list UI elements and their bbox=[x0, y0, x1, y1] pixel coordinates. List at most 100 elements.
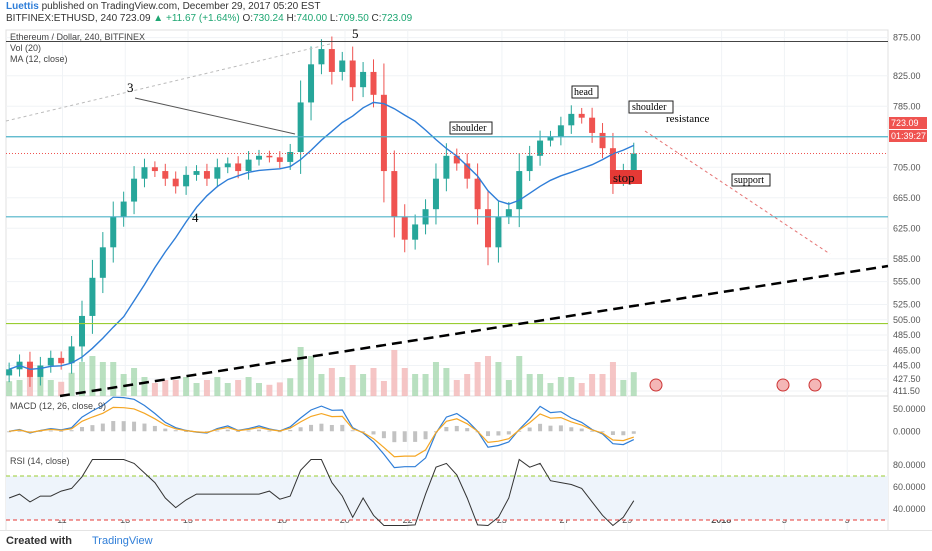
candle-body bbox=[68, 346, 75, 364]
macd-histogram-bar bbox=[319, 423, 324, 432]
main-pane[interactable] bbox=[5, 29, 889, 401]
candle-body bbox=[297, 102, 304, 152]
macd-histogram-bar bbox=[132, 421, 137, 432]
macd-pane[interactable] bbox=[5, 395, 889, 452]
volume-bar bbox=[318, 374, 325, 396]
candle-body bbox=[224, 163, 231, 168]
candle-body bbox=[537, 140, 544, 156]
price-axis[interactable]: 875.00825.00785.00745.00705.00665.00625.… bbox=[893, 33, 921, 396]
volume-bar bbox=[79, 362, 86, 396]
candle-body bbox=[99, 247, 106, 278]
candle-body bbox=[318, 49, 325, 65]
macd-histogram-bar bbox=[298, 427, 303, 432]
volume-bar bbox=[422, 374, 429, 396]
macd-line bbox=[8, 396, 635, 469]
price-tick-label: 411.50 bbox=[893, 386, 920, 396]
volume-bar bbox=[16, 380, 23, 396]
right-shoulder-label: shoulder bbox=[632, 102, 667, 113]
volume-bar bbox=[203, 380, 210, 396]
left-shoulder-label: shoulder bbox=[452, 123, 487, 134]
volume-bar bbox=[255, 383, 262, 396]
left-shoulder-box bbox=[449, 121, 493, 135]
chart-header: Luettis published on TradingView.com, De… bbox=[0, 0, 932, 26]
rsi-tick-label: 60.0000 bbox=[893, 482, 926, 492]
volume-bars bbox=[6, 347, 637, 396]
volume-bar bbox=[557, 377, 564, 396]
macd-histogram-bar bbox=[340, 424, 345, 432]
volume-bar bbox=[214, 377, 221, 396]
price-tick-label: 505.00 bbox=[893, 315, 921, 325]
volume-bar bbox=[287, 378, 294, 396]
volume-bar bbox=[578, 383, 585, 396]
chart-canvas[interactable]: 875.00825.00785.00745.00705.00665.00625.… bbox=[0, 26, 932, 530]
candle-body bbox=[151, 167, 158, 172]
channel-line bbox=[5, 43, 331, 122]
volume-bar bbox=[245, 377, 252, 396]
author-name[interactable]: Luettis bbox=[6, 1, 39, 12]
candle-body bbox=[162, 171, 169, 179]
resistance-label: resistance bbox=[666, 113, 709, 125]
candle-body bbox=[266, 155, 273, 158]
price-tick-label: 825.00 bbox=[893, 71, 921, 81]
volume-bar bbox=[47, 380, 54, 396]
macd-histogram-bar bbox=[413, 431, 418, 442]
close-label: C: bbox=[371, 13, 382, 24]
macd-histogram-bar bbox=[392, 431, 397, 443]
signal-line bbox=[9, 406, 634, 458]
volume-bar bbox=[58, 381, 65, 396]
price-tick-label: 785.00 bbox=[893, 101, 921, 111]
volume-bar bbox=[68, 372, 75, 396]
price-change: ▲ +11.67 (+1.64%) bbox=[153, 13, 240, 24]
event-flag-icon[interactable] bbox=[649, 378, 663, 392]
volume-bar bbox=[99, 362, 106, 396]
low-label: L: bbox=[329, 13, 339, 24]
wave-4-label: 4 bbox=[192, 210, 199, 225]
wave-trend-line bbox=[134, 97, 296, 135]
macd-histogram-bar bbox=[465, 428, 470, 432]
macd-histogram-bar bbox=[236, 430, 241, 432]
volume-bar bbox=[297, 347, 304, 396]
gridlines bbox=[6, 30, 888, 530]
open-value: 730.24 bbox=[253, 13, 284, 24]
volume-bar bbox=[474, 362, 481, 396]
candle-body bbox=[6, 369, 13, 376]
candle-body bbox=[401, 216, 408, 240]
candle-body bbox=[214, 167, 221, 179]
volume-bar bbox=[630, 372, 637, 396]
event-flag-icon[interactable] bbox=[808, 378, 822, 392]
macd-histogram-bar bbox=[48, 430, 53, 432]
candle-body bbox=[589, 117, 596, 133]
macd-histogram-bar bbox=[590, 430, 595, 432]
candle-body bbox=[203, 171, 210, 179]
macd-histogram-bar bbox=[579, 428, 584, 432]
candle-body bbox=[609, 148, 616, 179]
candle-body bbox=[110, 216, 117, 248]
volume-bar bbox=[328, 368, 335, 396]
macd-histogram-bar bbox=[80, 427, 85, 432]
volume-bar bbox=[339, 377, 346, 396]
macd-histogram-bar bbox=[371, 431, 376, 435]
macd-histogram-bar bbox=[111, 421, 116, 432]
macd-histogram-bar bbox=[17, 430, 22, 432]
tradingview-brand[interactable]: TradingView bbox=[92, 535, 153, 547]
candle-body bbox=[505, 209, 512, 217]
candle-body bbox=[453, 155, 460, 164]
volume-bar bbox=[224, 383, 231, 396]
macd-histogram-bar bbox=[69, 430, 74, 432]
volume-bar bbox=[380, 381, 387, 396]
macd-tick-label: 50.0000 bbox=[893, 404, 926, 414]
macd-histogram-bar bbox=[496, 431, 501, 436]
candle-body bbox=[349, 60, 356, 88]
macd-histogram-bar bbox=[90, 425, 95, 432]
volume-bar bbox=[89, 356, 96, 396]
macd-histogram-bar bbox=[173, 430, 178, 432]
main-title: Ethereum / Dollar, 240, BITFINEX bbox=[10, 32, 145, 42]
candle-body bbox=[255, 155, 262, 160]
volume-bar bbox=[193, 383, 200, 396]
volume-bar bbox=[589, 374, 596, 396]
candle-body bbox=[47, 357, 54, 366]
macd-histogram-bar bbox=[402, 431, 407, 442]
volume-bar bbox=[131, 368, 138, 396]
event-flag-icon[interactable] bbox=[776, 378, 790, 392]
volume-bar bbox=[276, 382, 283, 396]
